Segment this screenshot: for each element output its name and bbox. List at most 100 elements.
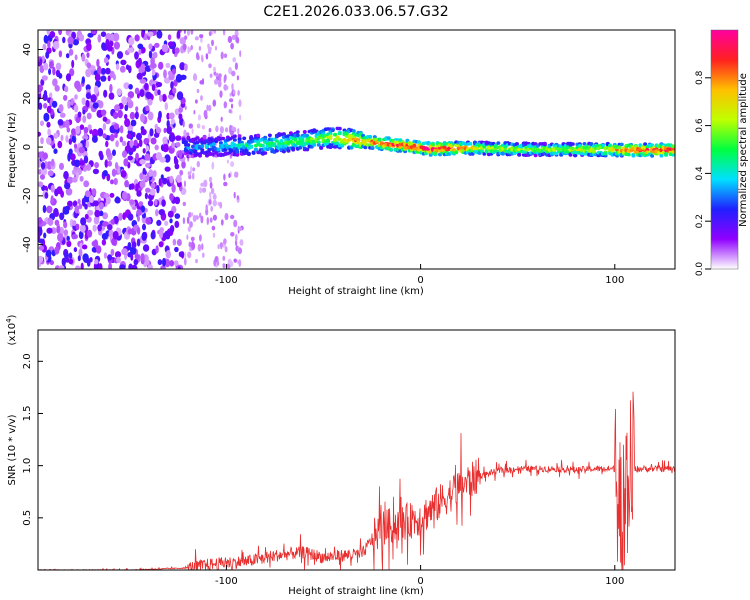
spectrogram-noise-cell: [154, 88, 159, 97]
spectrogram-noise-cell: [150, 231, 156, 240]
spectrogram-noise-cell: [184, 105, 187, 110]
spectrogram-noise-cell: [135, 106, 139, 112]
spectrogram-noise-cell: [96, 245, 102, 254]
spectrogram-noise-cell: [120, 170, 127, 178]
spectrogram-noise-cell: [72, 39, 79, 46]
spectrogram-noise-cell: [134, 34, 140, 42]
spectrogram-noise-cell: [188, 212, 192, 218]
spectrogram-noise-cell: [167, 34, 172, 41]
spectrogram-noise-cell: [121, 96, 127, 105]
spectrogram-ridge-cell: [218, 141, 223, 145]
spectrogram-noise-cell: [167, 70, 173, 77]
spectrogram-noise-cell: [186, 234, 189, 240]
spectrogram-noise-cell: [164, 154, 171, 163]
spectrogram-noise-cell: [100, 75, 107, 82]
spectrogram-noise-cell: [127, 155, 133, 161]
spectrogram-noise-cell: [211, 161, 215, 170]
spectrogram-noise-cell: [172, 87, 177, 94]
spectrogram-noise-cell: [52, 40, 60, 50]
spectrogram-noise-cell: [232, 89, 236, 95]
spectrogram-ridge-cell: [244, 148, 249, 153]
x-tick-label: -100: [215, 576, 238, 587]
spectrogram-noise-cell: [73, 104, 79, 113]
spectrogram-noise-cell: [142, 167, 146, 174]
spectrogram-noise-cell: [169, 225, 175, 233]
spectrogram-noise-cell: [154, 42, 160, 48]
spectrogram-noise-cell: [87, 229, 93, 238]
spectrogram-noise-cell: [83, 155, 89, 164]
spectrogram-noise-cell: [163, 127, 167, 134]
spectrogram-noise-cell: [54, 246, 60, 255]
spectrogram-noise-cell: [100, 109, 107, 116]
spectrogram-noise-cell: [84, 203, 88, 210]
spectrogram-noise-cell: [78, 34, 85, 42]
spectrogram-noise-cell: [182, 201, 186, 207]
spectrogram-noise-cell: [83, 138, 87, 148]
y-tick-label: 0: [22, 144, 33, 150]
spectrogram-noise-cell: [168, 94, 174, 100]
spectrogram-noise-cell: [94, 73, 101, 82]
spectrogram-noise-cell: [63, 206, 69, 213]
spectrogram-noise-cell: [67, 99, 71, 109]
spectrogram-noise-cell: [82, 197, 86, 206]
y-tick-label: 20: [22, 92, 33, 105]
spectrogram-noise-cell: [40, 78, 45, 86]
spectrogram-noise-cell: [202, 252, 205, 258]
spectrogram-noise-cell: [128, 147, 135, 153]
spectrogram-noise-cell: [58, 30, 62, 35]
spectrogram-noise-cell: [47, 40, 51, 49]
spectrogram-noise-cell: [165, 250, 171, 259]
spectrogram-noise-cell: [150, 137, 157, 145]
spectrogram-noise-cell: [46, 205, 53, 214]
spectrogram-ridge-cell: [671, 153, 675, 157]
spectrogram-noise-cell: [166, 126, 173, 135]
spectrogram-noise-cell: [78, 146, 85, 154]
spectrogram-ridge-cell: [198, 154, 202, 158]
spectrogram-noise-cell: [190, 44, 193, 51]
spectrogram-noise-cell: [79, 175, 84, 182]
spectrogram-noise-cell: [109, 133, 115, 142]
spectrogram-ridge-cell: [617, 145, 622, 149]
spectrogram-noise-cell: [74, 54, 78, 61]
spectrogram-ridge-cell: [302, 130, 307, 134]
spectrogram-noise-cell: [103, 89, 108, 98]
spectrogram-noise-cell: [97, 34, 102, 43]
spectrogram-noise-cell: [67, 36, 74, 45]
spectrogram-noise-cell: [194, 36, 199, 41]
spectrogram-noise-cell: [234, 171, 238, 178]
spectrogram-noise-cell: [124, 118, 131, 127]
spectrogram-noise-cell: [71, 176, 78, 183]
spectrogram-xlabel: Height of straight line (km): [288, 286, 424, 297]
spectrogram-noise-cell: [147, 31, 154, 37]
spectrogram-noise-cell: [237, 226, 243, 232]
spectrogram-noise-cell: [238, 259, 242, 267]
spectrogram-noise-cell: [92, 102, 99, 109]
spectrogram-noise-cell: [58, 265, 65, 269]
spectrogram-noise-cell: [161, 199, 166, 207]
spectrogram-noise-cell: [65, 135, 69, 143]
spectrogram-noise-cell: [219, 126, 224, 134]
spectrogram-noise-cell: [196, 52, 199, 60]
spectrogram-noise-cell: [163, 77, 171, 84]
spectrogram-noise-cell: [172, 238, 177, 246]
spectrogram-noise-cell: [141, 231, 147, 241]
spectrogram-noise-cell: [102, 212, 108, 220]
spectrogram-noise-cell: [157, 259, 163, 266]
spectrogram-noise-cell: [233, 258, 237, 263]
spectrogram-noise-cell: [198, 46, 202, 51]
snr-scale-close: ): [7, 314, 18, 318]
spectrogram-noise-cell: [70, 153, 76, 161]
spectrogram-noise-cell: [172, 47, 176, 55]
spectrogram-noise-cell: [39, 120, 45, 127]
spectrogram-noise-cell: [112, 230, 119, 240]
spectrogram-ridge-cell: [251, 151, 256, 155]
spectrogram-noise-cell: [87, 209, 94, 216]
spectrogram-frame: [37, 29, 676, 270]
spectrogram-noise-cell: [201, 187, 207, 193]
spectrogram-noise-cell: [178, 107, 183, 113]
snr-scale-base: (x10: [7, 323, 18, 346]
spectrogram-noise-cell: [108, 92, 115, 100]
spectrogram-noise-cell: [166, 120, 170, 128]
spectrogram-noise-cell: [159, 227, 164, 233]
spectrogram-noise-cell: [127, 228, 133, 235]
